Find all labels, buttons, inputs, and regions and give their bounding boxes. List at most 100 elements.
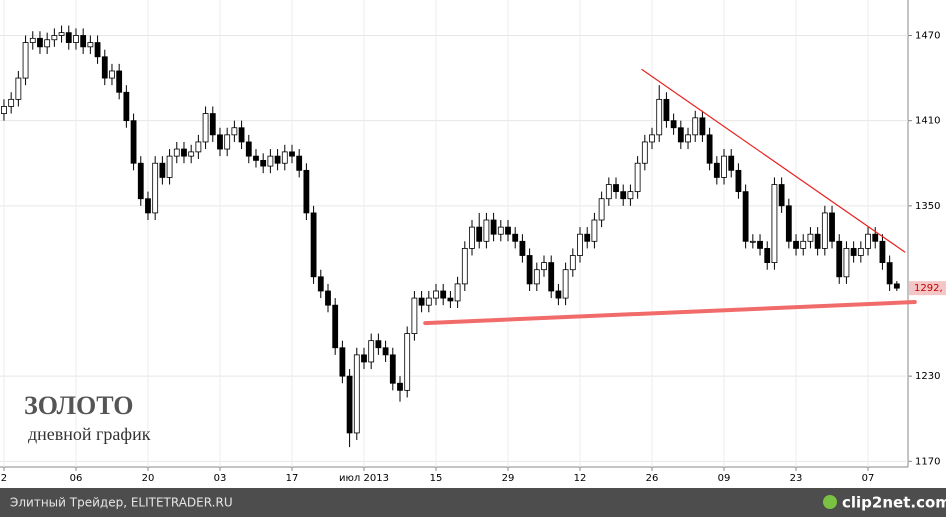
candle-body bbox=[548, 262, 555, 292]
candle-body bbox=[245, 141, 252, 157]
x-tick-label: 09 bbox=[718, 473, 731, 484]
candle-body bbox=[281, 151, 288, 164]
candle-body bbox=[274, 155, 281, 164]
chart-title: ЗОЛОТО bbox=[24, 391, 133, 420]
candle-body bbox=[44, 39, 51, 48]
candle-body bbox=[1, 106, 7, 114]
candle-body bbox=[641, 141, 648, 164]
candle-body bbox=[202, 113, 209, 143]
candle-body bbox=[620, 191, 627, 200]
candle-body bbox=[476, 226, 483, 242]
candle-body bbox=[829, 212, 835, 242]
footer-text: Элитный Трейдер, ELITETRADER.RU bbox=[10, 496, 233, 510]
y-tick-label: 1410 bbox=[915, 116, 940, 127]
candle-body bbox=[461, 248, 468, 285]
candle-body bbox=[821, 212, 828, 249]
candle-body bbox=[361, 354, 367, 363]
candles bbox=[1, 25, 900, 448]
candle-body bbox=[368, 340, 375, 363]
x-tick-label: 26 bbox=[646, 473, 659, 484]
candle-body bbox=[94, 42, 101, 58]
candle-body bbox=[339, 347, 346, 377]
candle-body bbox=[123, 91, 130, 122]
candle-body bbox=[137, 162, 144, 200]
candle-body bbox=[879, 240, 886, 263]
candle-body bbox=[303, 169, 310, 214]
candle-body bbox=[807, 233, 814, 242]
candle-body bbox=[181, 148, 187, 157]
candle-body bbox=[512, 233, 519, 242]
candle-body bbox=[469, 226, 475, 249]
candle-body bbox=[656, 98, 663, 136]
candle-body bbox=[260, 159, 267, 167]
y-tick-label: 1350 bbox=[915, 201, 940, 212]
candle-body bbox=[289, 151, 295, 157]
candle-body bbox=[310, 212, 317, 278]
candle-body bbox=[411, 297, 418, 334]
candle-body bbox=[389, 354, 396, 384]
trendline bbox=[641, 68, 906, 253]
x-tick-label: 17 bbox=[286, 473, 299, 484]
candle-body bbox=[483, 219, 490, 242]
x-tick-label: 06 bbox=[70, 473, 83, 484]
candle-body bbox=[195, 141, 202, 153]
candle-body bbox=[728, 155, 735, 171]
candle-body bbox=[51, 35, 58, 41]
candle-body bbox=[425, 297, 432, 306]
candle-body bbox=[814, 233, 821, 249]
candle-body bbox=[22, 42, 29, 79]
x-tick-label: 03 bbox=[214, 473, 227, 484]
candle-body bbox=[188, 151, 195, 157]
last-price-label: 1292, bbox=[914, 283, 943, 294]
candle-body bbox=[735, 169, 742, 193]
candle-body bbox=[346, 375, 353, 434]
trendline bbox=[423, 300, 917, 326]
candle-body bbox=[771, 184, 778, 263]
candle-body bbox=[605, 184, 612, 200]
candle-body bbox=[757, 240, 763, 249]
x-tick-label: 07 bbox=[862, 473, 875, 484]
candle-body bbox=[836, 240, 843, 278]
candle-body bbox=[8, 98, 15, 107]
candle-body bbox=[670, 120, 677, 129]
candle-body bbox=[526, 255, 533, 285]
candle-body bbox=[238, 127, 245, 143]
candle-body bbox=[145, 198, 151, 214]
candle-body bbox=[749, 240, 756, 243]
x-tick-label: 15 bbox=[430, 473, 443, 484]
candle-body bbox=[159, 162, 166, 178]
chart-subtitle: дневной график bbox=[28, 424, 151, 444]
candle-body bbox=[569, 255, 576, 271]
candle-body bbox=[209, 113, 216, 136]
candle-body bbox=[447, 297, 454, 302]
candle-body bbox=[893, 283, 900, 289]
candle-body bbox=[843, 248, 850, 278]
candle-body bbox=[519, 240, 526, 256]
candle-body bbox=[533, 269, 540, 285]
watermark: clip2net.com bbox=[842, 494, 946, 512]
candle-body bbox=[267, 155, 274, 167]
candle-body bbox=[634, 162, 641, 193]
candle-body bbox=[375, 340, 382, 349]
candle-body bbox=[454, 283, 461, 302]
candle-body bbox=[872, 233, 879, 242]
candle-body bbox=[584, 233, 591, 242]
candle-body bbox=[73, 35, 79, 43]
candle-body bbox=[353, 354, 360, 434]
candle-body bbox=[497, 226, 504, 235]
candle-body bbox=[699, 117, 706, 136]
candle-body bbox=[433, 290, 439, 299]
candle-body bbox=[382, 347, 389, 356]
candle-body bbox=[865, 233, 871, 249]
x-tick-label: июл 2013 bbox=[339, 473, 389, 484]
candle-body bbox=[692, 117, 699, 136]
candle-body bbox=[152, 162, 159, 214]
trendlines bbox=[423, 68, 917, 326]
candle-body bbox=[555, 290, 562, 299]
candle-body bbox=[649, 134, 655, 143]
candle-body bbox=[109, 70, 115, 79]
x-tick-label: 29 bbox=[502, 473, 515, 484]
candle-body bbox=[685, 134, 691, 143]
